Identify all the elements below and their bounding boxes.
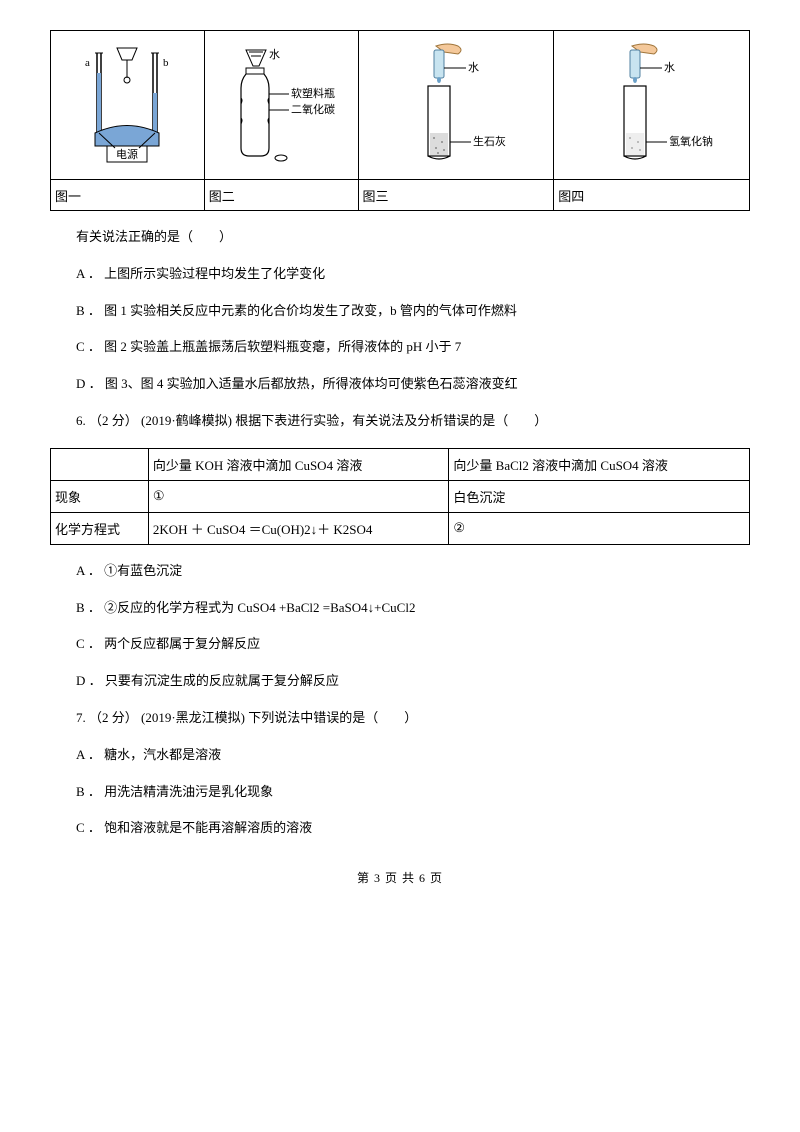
power-box-label: 电源: [116, 147, 138, 161]
q6-option-b: B ． ②反应的化学方程式为 CuSO4 +BaCl2 =BaSO4↓+CuCl…: [50, 598, 750, 619]
figure-cell-4: 水 氢氧化钠: [554, 31, 750, 180]
fig3-water-label: 水: [468, 61, 479, 74]
q5-option-a: A ． 上图所示实验过程中均发生了化学变化: [50, 264, 750, 285]
q6-option-a: A ． ①有蓝色沉淀: [50, 561, 750, 582]
fig3-content-label: 生石灰: [473, 134, 506, 148]
fig4-content-label: 氢氧化钠: [669, 134, 713, 148]
q6-r1c3: 白色沉淀: [449, 480, 750, 512]
q5-option-c: C ． 图 2 实验盖上瓶盖振荡后软塑料瓶变瘪，所得液体的 pH 小于 7: [50, 337, 750, 358]
figure-cell-3: 水 生石灰: [358, 31, 554, 180]
naoh-diagram: 水 氢氧化钠: [572, 38, 732, 168]
q6-option-d: D ． 只要有沉淀生成的反应就属于复分解反应: [50, 671, 750, 692]
quicklime-diagram: 水 生石灰: [376, 38, 536, 168]
fig2-bottle-label: 软塑料瓶: [291, 86, 335, 100]
q7-option-a: A ． 糖水，汽水都是溶液: [50, 745, 750, 766]
q6-stem: 6. （2 分） (2019·鹤峰模拟) 根据下表进行实验，有关说法及分析错误的…: [50, 411, 750, 432]
q5-stem: 有关说法正确的是（ ）: [50, 227, 750, 248]
fig2-co2-label: 二氧化碳: [291, 102, 335, 116]
figure-label-2: 图二: [204, 180, 358, 211]
figure-cell-1: 电源 a b: [51, 31, 205, 180]
fig2-water-label: 水: [269, 48, 280, 61]
q6-r1c2: ①: [148, 480, 449, 512]
figure-label-4: 图四: [554, 180, 750, 211]
q7-option-c: C ． 饱和溶液就是不能再溶解溶质的溶液: [50, 818, 750, 839]
electrolysis-diagram: 电源 a b: [67, 38, 187, 168]
q6-r2c2: 2KOH ＋ CuSO4 ＝Cu(OH)2↓＋ K2SO4: [148, 512, 449, 544]
figure-label-3: 图三: [358, 180, 554, 211]
q6-option-c: C ． 两个反应都属于复分解反应: [50, 634, 750, 655]
q6-th-koh: 向少量 KOH 溶液中滴加 CuSO4 溶液: [148, 448, 449, 480]
figure-table: 电源 a b 水 软塑料瓶: [50, 30, 750, 211]
label-a: a: [85, 57, 90, 69]
q5-option-b: B ． 图 1 实验相关反应中元素的化合价均发生了改变，b 管内的气体可作燃料: [50, 301, 750, 322]
label-b: b: [163, 57, 169, 69]
figure-cell-2: 水 软塑料瓶 二氧化碳: [204, 31, 358, 180]
figure-label-1: 图一: [51, 180, 205, 211]
page-footer: 第 3 页 共 6 页: [50, 869, 750, 886]
q5-option-d: D ． 图 3、图 4 实验加入适量水后都放热，所得液体均可使紫色石蕊溶液变红: [50, 374, 750, 395]
q6-r2c1: 化学方程式: [51, 512, 149, 544]
q6-th-bacl2: 向少量 BaCl2 溶液中滴加 CuSO4 溶液: [449, 448, 750, 480]
q6-r2c3: ②: [449, 512, 750, 544]
bottle-diagram: 水 软塑料瓶 二氧化碳: [211, 38, 351, 168]
q6-table: 向少量 KOH 溶液中滴加 CuSO4 溶液 向少量 BaCl2 溶液中滴加 C…: [50, 448, 750, 545]
q7-stem: 7. （2 分） (2019·黑龙江模拟) 下列说法中错误的是（ ）: [50, 708, 750, 729]
q7-option-b: B ． 用洗洁精清洗油污是乳化现象: [50, 782, 750, 803]
q6-th-blank: [51, 448, 149, 480]
q6-r1c1: 现象: [51, 480, 149, 512]
fig4-water-label: 水: [664, 61, 675, 74]
page-container: 电源 a b 水 软塑料瓶: [0, 0, 800, 906]
